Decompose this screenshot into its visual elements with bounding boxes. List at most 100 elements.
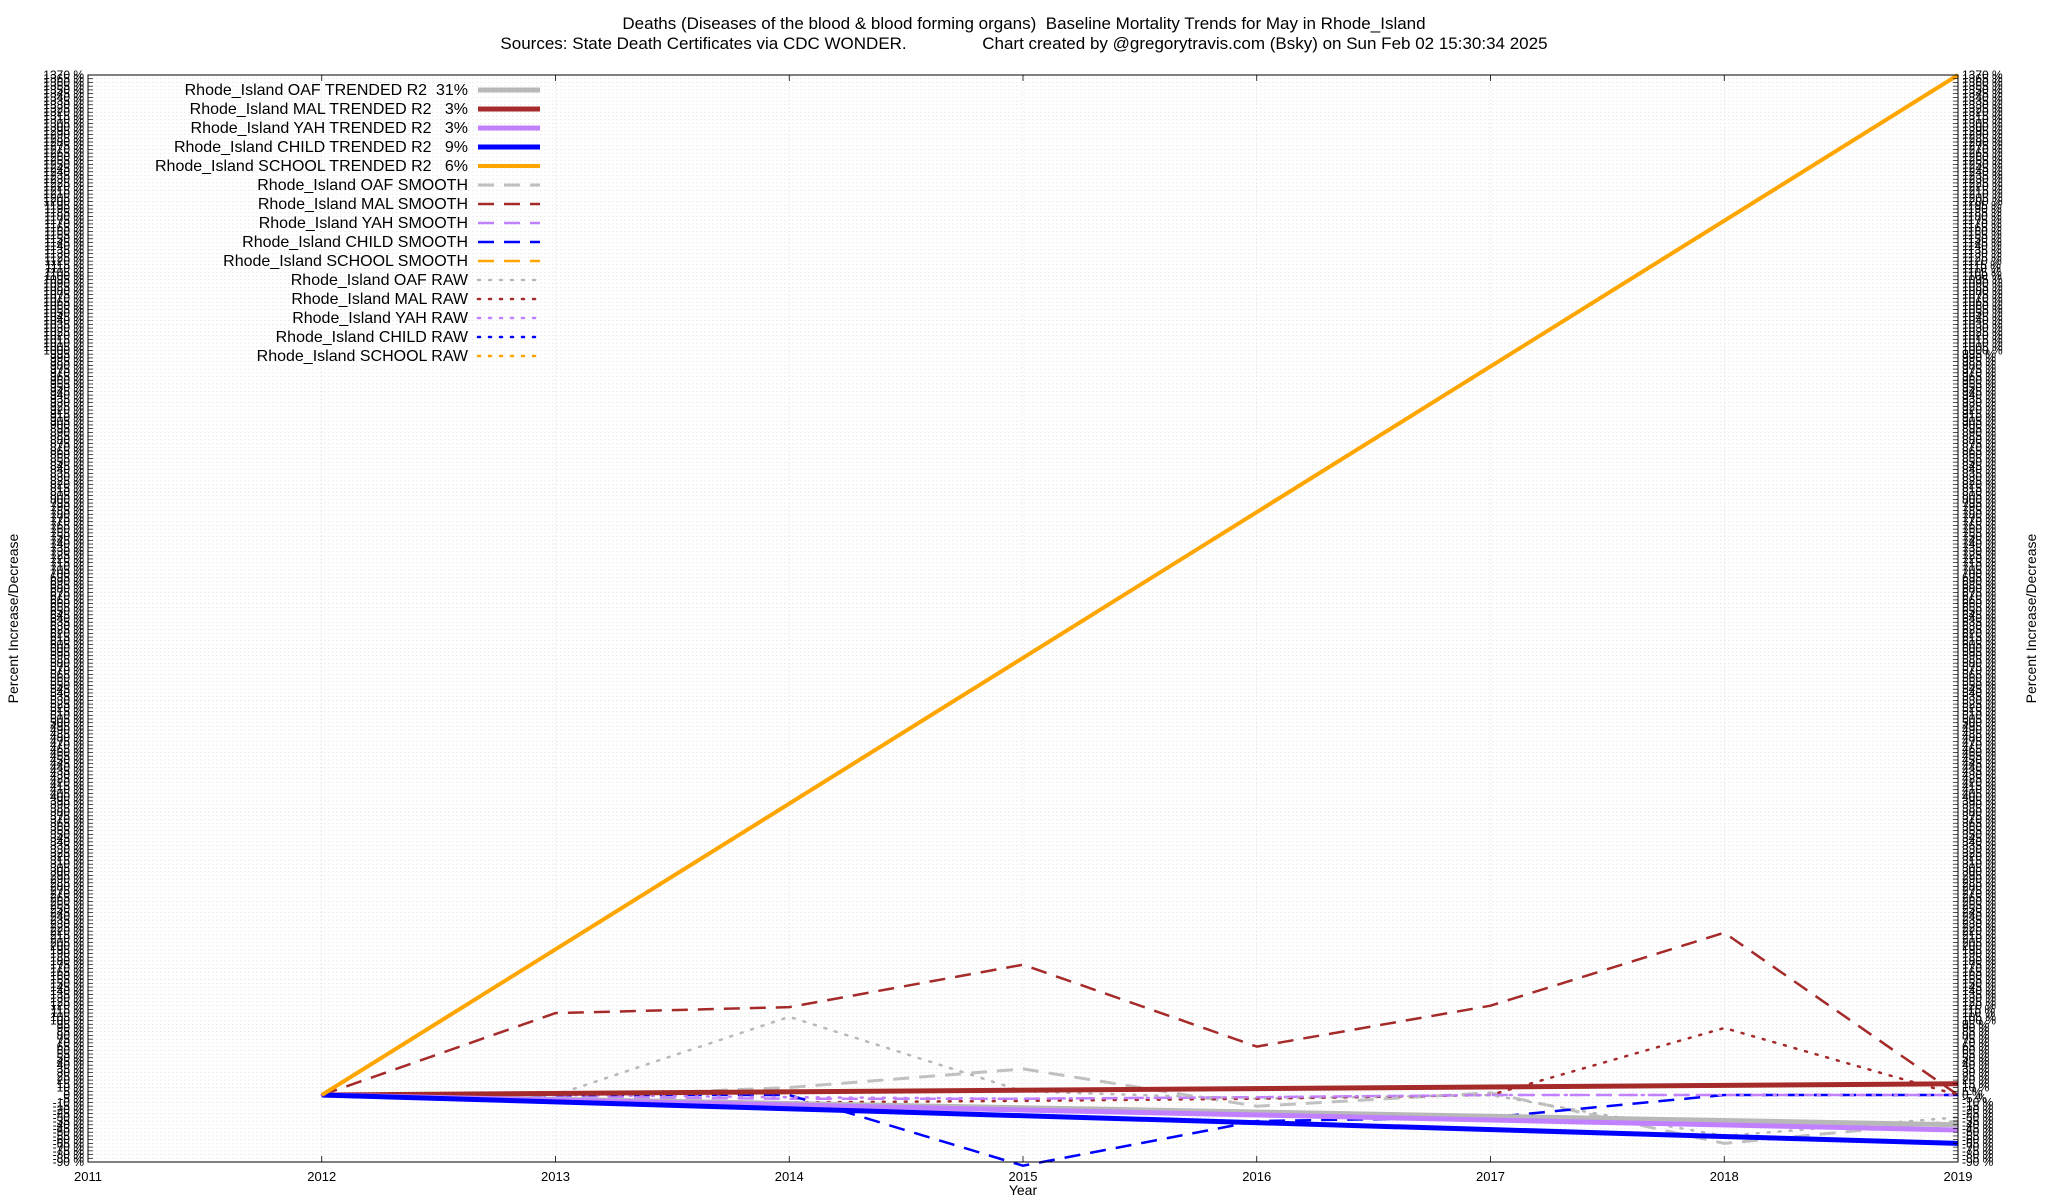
y-tick-label: 890 %: [50, 425, 84, 439]
y-tick-label: 1370 %: [43, 68, 84, 82]
y-tick-label: 470 %: [50, 738, 84, 752]
y-tick-label: 375 %: [50, 809, 84, 823]
x-tick-label: 2012: [307, 1169, 336, 1184]
y2-tick-label: 805 %: [1962, 489, 1996, 503]
y2-tick-label: -65 %: [1962, 1136, 1994, 1150]
y2-tick-label: 1210 %: [1962, 187, 2003, 201]
y2-tick-label: 650 %: [1962, 604, 1996, 618]
y-tick-label: 1005 %: [43, 340, 84, 354]
y-tick-label: -15 %: [53, 1099, 85, 1113]
y2-tick-label: 735 %: [1962, 541, 1996, 555]
y-tick-label: 825 %: [50, 474, 84, 488]
y-tick-label: 850 %: [50, 455, 84, 469]
y2-tick-label: 520 %: [1962, 701, 1996, 715]
y2-tick-label: 1280 %: [1962, 135, 2003, 149]
y-tick-label: 1320 %: [43, 105, 84, 119]
y-tick-label: 360 %: [50, 820, 84, 834]
y2-tick-label: 515 %: [1962, 705, 1996, 719]
y2-tick-label: 255 %: [1962, 898, 1996, 912]
y2-tick-label: 1285 %: [1962, 131, 2003, 145]
y-tick-label: 265 %: [50, 891, 84, 905]
y-tick-label: 870 %: [50, 440, 84, 454]
y2-tick-label: 580 %: [1962, 656, 1996, 670]
y2-tick-label: 1105 %: [1962, 265, 2002, 279]
y-tick-label: 1055 %: [43, 303, 84, 317]
y-tick-label: 1360 %: [43, 75, 84, 89]
y-tick-label: 280 %: [50, 880, 84, 894]
y2-tick-label: 1190 %: [1962, 202, 2002, 216]
y2-tick-label: 395 %: [1962, 794, 1996, 808]
x-tick-label: 2017: [1476, 1169, 1505, 1184]
y-tick-label: 795 %: [50, 496, 84, 510]
y2-tick-label: 1170 %: [1962, 217, 2002, 231]
y-tick-label: 1345 %: [43, 87, 84, 101]
y2-tick-label: 560 %: [1962, 671, 1996, 685]
y2-tick-label: 1070 %: [1962, 291, 2003, 305]
y2-tick-label: 1310 %: [1962, 113, 2003, 127]
y-tick-label: 100 %: [50, 1014, 84, 1028]
y2-tick-label: 970 %: [1962, 366, 1996, 380]
y2-tick-label: 450 %: [1962, 753, 1996, 767]
y2-tick-label: 45 %: [1962, 1054, 1990, 1068]
y2-tick-label: 250 %: [1962, 902, 1996, 916]
y2-tick-label: 630 %: [1962, 619, 1996, 633]
y2-tick-label: 905 %: [1962, 414, 1996, 428]
y-tick-label: 325 %: [50, 846, 84, 860]
y-tick-label: 420 %: [50, 775, 84, 789]
y-tick-label: 1025 %: [43, 325, 84, 339]
series-layer: [320, 73, 1960, 1167]
y2-tick-label: 190 %: [1962, 947, 1996, 961]
y2-tick-label: 645 %: [1962, 608, 1996, 622]
legend: Rhode_Island OAF TRENDED R2 31% Rhode_Isl…: [155, 82, 542, 365]
y2-tick-label: 965 %: [1962, 370, 1996, 384]
y2-tick-label: 130 %: [1962, 991, 1996, 1005]
y2-tick-label: 1060 %: [1962, 299, 2003, 313]
y2-tick-label: 400 %: [1962, 790, 1996, 804]
y-tick-label: 770 %: [50, 515, 84, 529]
y-tick-label: 530 %: [50, 693, 84, 707]
y2-tick-label: 615 %: [1962, 630, 1996, 644]
y-tick-label: 730 %: [50, 544, 84, 558]
y2-tick-label: 1330 %: [1962, 98, 2003, 112]
y2-tick-label: 120 %: [1962, 999, 1996, 1013]
series-line-rhode-island-mal-trended-r2-3: [321, 1081, 1959, 1098]
y2-tick-label: 980 %: [1962, 358, 1996, 372]
y2-tick-label: 1230 %: [1962, 172, 2003, 186]
y-tick-label: 760 %: [50, 522, 84, 536]
y-tick-label: 1165 %: [44, 221, 84, 235]
y-tick-label: 120 %: [50, 999, 84, 1013]
y-tick-label: 345 %: [50, 831, 84, 845]
y-tick-label: 1085 %: [43, 280, 84, 294]
y-tick-label: 455 %: [50, 749, 84, 763]
y2-tick-label: 1240 %: [1962, 165, 2003, 179]
y-tick-label: 810 %: [50, 485, 84, 499]
y-tick-label: 480 %: [50, 731, 84, 745]
y-tick-label: 230 %: [50, 917, 84, 931]
y2-tick-label: 405 %: [1962, 786, 1996, 800]
y2-tick-label: 360 %: [1962, 820, 1996, 834]
y-tick-label: 395 %: [50, 794, 84, 808]
y-tick-label: 790 %: [50, 500, 84, 514]
y2-tick-label: 765 %: [1962, 518, 1996, 532]
y2-tick-label: 155 %: [1962, 973, 1996, 987]
y2-tick-label: 425 %: [1962, 772, 1996, 786]
y-tick-label: 70 %: [57, 1036, 85, 1050]
y2-tick-label: 1040 %: [1962, 314, 2003, 328]
y-tick-label: 490 %: [50, 723, 84, 737]
y2-tick-label: -90 %: [1962, 1155, 1994, 1169]
y2-tick-label: 245 %: [1962, 906, 1996, 920]
y-tick-label: 410 %: [50, 783, 84, 797]
y2-tick-label: 90 %: [1962, 1021, 1990, 1035]
y2-tick-label: 955 %: [1962, 377, 1996, 391]
legend-label: Rhode_Island CHILD SMOOTH: [242, 234, 468, 251]
y2-tick-label: 340 %: [1962, 835, 1996, 849]
x-tick-label: 2014: [775, 1169, 804, 1184]
y-tick-label: 560 %: [50, 671, 84, 685]
legend-label: Rhode_Island YAH TRENDED R2 3%: [191, 120, 468, 137]
y-tick-label: 1000 %: [43, 343, 84, 357]
y-tick-label: 1015 %: [43, 332, 84, 346]
y-tick-label: 645 %: [50, 608, 84, 622]
y-tick-label: 340 %: [50, 835, 84, 849]
y-tick-label: 140 %: [50, 984, 84, 998]
ticks-layer: -90 % -90 %-85 % -85 %-80 % -80 %-75 % -75 %…: [43, 68, 2003, 1184]
